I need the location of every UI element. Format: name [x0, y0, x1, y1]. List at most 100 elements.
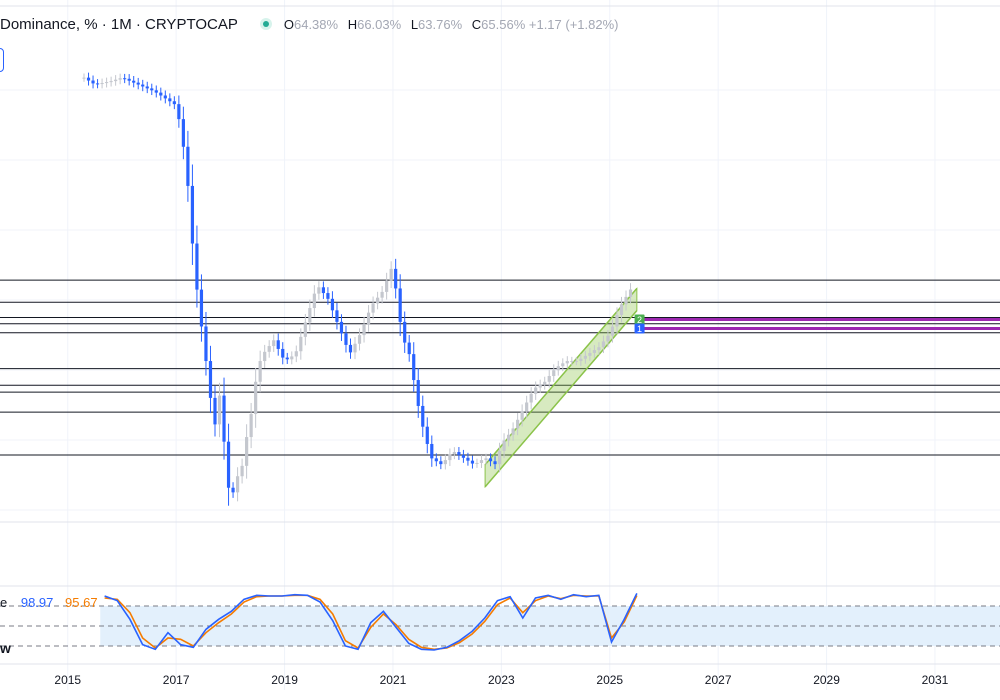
- candle-body: [245, 437, 249, 466]
- time-axis-label: 2027: [705, 673, 732, 687]
- candle-body: [100, 83, 104, 85]
- stoch-k-value: 98.97: [20, 595, 54, 610]
- candle-body: [606, 335, 610, 342]
- time-axis-label: 2025: [596, 673, 623, 687]
- candle-body: [159, 92, 163, 96]
- candle-body: [217, 395, 222, 425]
- candle-body: [195, 243, 199, 290]
- candle-body: [82, 77, 86, 79]
- candle-body: [258, 361, 262, 382]
- market-status-icon[interactable]: [259, 18, 272, 30]
- candle-body: [461, 454, 466, 458]
- candle-body: [267, 346, 271, 352]
- candle-body: [497, 450, 502, 465]
- level-marker[interactable]: [634, 314, 645, 325]
- high-value: 66.03%: [357, 16, 402, 32]
- candle-body: [204, 326, 208, 362]
- candle-body: [588, 352, 592, 356]
- candle-body: [448, 454, 452, 461]
- candle-body: [348, 344, 353, 353]
- candle-body: [235, 476, 240, 493]
- candle-body: [394, 268, 398, 289]
- candle-body: [339, 321, 344, 334]
- candle-body: [434, 458, 438, 462]
- close-label: C: [471, 16, 482, 32]
- candle-body: [362, 324, 366, 336]
- stoch-d-value: 95.67: [65, 595, 98, 610]
- candle-body: [163, 95, 167, 99]
- candles: [82, 72, 633, 506]
- candle-body: [430, 443, 434, 459]
- time-axis-label: 2021: [380, 673, 407, 687]
- candle-body: [199, 289, 204, 327]
- channel-fill[interactable]: [484, 287, 638, 489]
- candle-body: [299, 336, 303, 352]
- candle-body: [285, 357, 289, 360]
- candle-body: [579, 358, 583, 362]
- candle-body: [624, 296, 628, 305]
- candle-body: [231, 487, 235, 493]
- candle-body: [226, 441, 231, 488]
- candle-body: [479, 460, 484, 463]
- low-label: L: [410, 16, 419, 32]
- candle-body: [543, 381, 547, 385]
- candle-body: [466, 457, 470, 461]
- channel-lower-line[interactable]: [484, 310, 638, 488]
- candle-body: [484, 458, 488, 461]
- indicator-name[interactable]: e: [0, 595, 8, 610]
- level-markers[interactable]: 21: [634, 314, 645, 334]
- candle-body: [276, 340, 280, 349]
- indicator-legend: e 98.97 95.67: [0, 595, 98, 610]
- candle-body: [425, 426, 429, 444]
- candle-body: [294, 351, 298, 357]
- candle-body: [168, 98, 172, 102]
- symbol-title[interactable]: Dominance, % · 1M · CRYPTOCAP: [0, 15, 238, 33]
- candle-body: [321, 287, 325, 294]
- candle-body: [240, 465, 244, 477]
- candle-body: [628, 289, 633, 297]
- candle-body: [412, 354, 416, 381]
- candle-body: [375, 297, 380, 304]
- candle-body: [213, 397, 217, 425]
- candle-body: [186, 146, 190, 186]
- open-value: 64.38%: [293, 16, 339, 32]
- chart-legend: Dominance, % · 1M · CRYPTOCAP O64.38% H6…: [0, 14, 619, 34]
- candle-body: [326, 293, 330, 299]
- candle-body: [470, 460, 475, 464]
- candle-body: [290, 356, 294, 360]
- candle-body: [132, 80, 136, 83]
- time-axis-label: 2023: [488, 673, 515, 687]
- candle-body: [502, 440, 506, 451]
- channel-upper-line[interactable]: [484, 287, 638, 466]
- stoch-rsi-pane: [0, 593, 1000, 651]
- candle-body: [615, 314, 619, 327]
- trend-channel[interactable]: [484, 287, 638, 489]
- candle-body: [452, 452, 456, 455]
- time-axis-label: 2015: [54, 673, 81, 687]
- level-marker[interactable]: [634, 323, 645, 334]
- candle-body: [552, 370, 556, 377]
- candle-body: [172, 101, 176, 105]
- candle-body: [389, 268, 393, 281]
- candle-body: [610, 326, 615, 336]
- candle-body: [371, 303, 375, 313]
- candle-body: [439, 461, 443, 465]
- candle-body: [547, 376, 551, 382]
- candle-body: [366, 312, 371, 325]
- time-axis[interactable]: 2015 2017 2019 2021 2023 2025 2027 2029 2031: [54, 673, 948, 687]
- candle-body: [357, 335, 362, 344]
- candle-body: [123, 78, 127, 80]
- candle-body: [565, 361, 569, 364]
- candle-body: [353, 343, 357, 353]
- candle-body: [403, 321, 407, 343]
- candle-body: [529, 393, 533, 403]
- candle-body: [281, 348, 285, 358]
- open-label: O: [283, 16, 294, 32]
- candle-body: [407, 342, 411, 355]
- change-value: +1.17 (+1.82%): [528, 16, 619, 32]
- panel-toggle-button[interactable]: [0, 48, 4, 72]
- candle-body: [493, 461, 497, 465]
- candle-body: [597, 347, 601, 351]
